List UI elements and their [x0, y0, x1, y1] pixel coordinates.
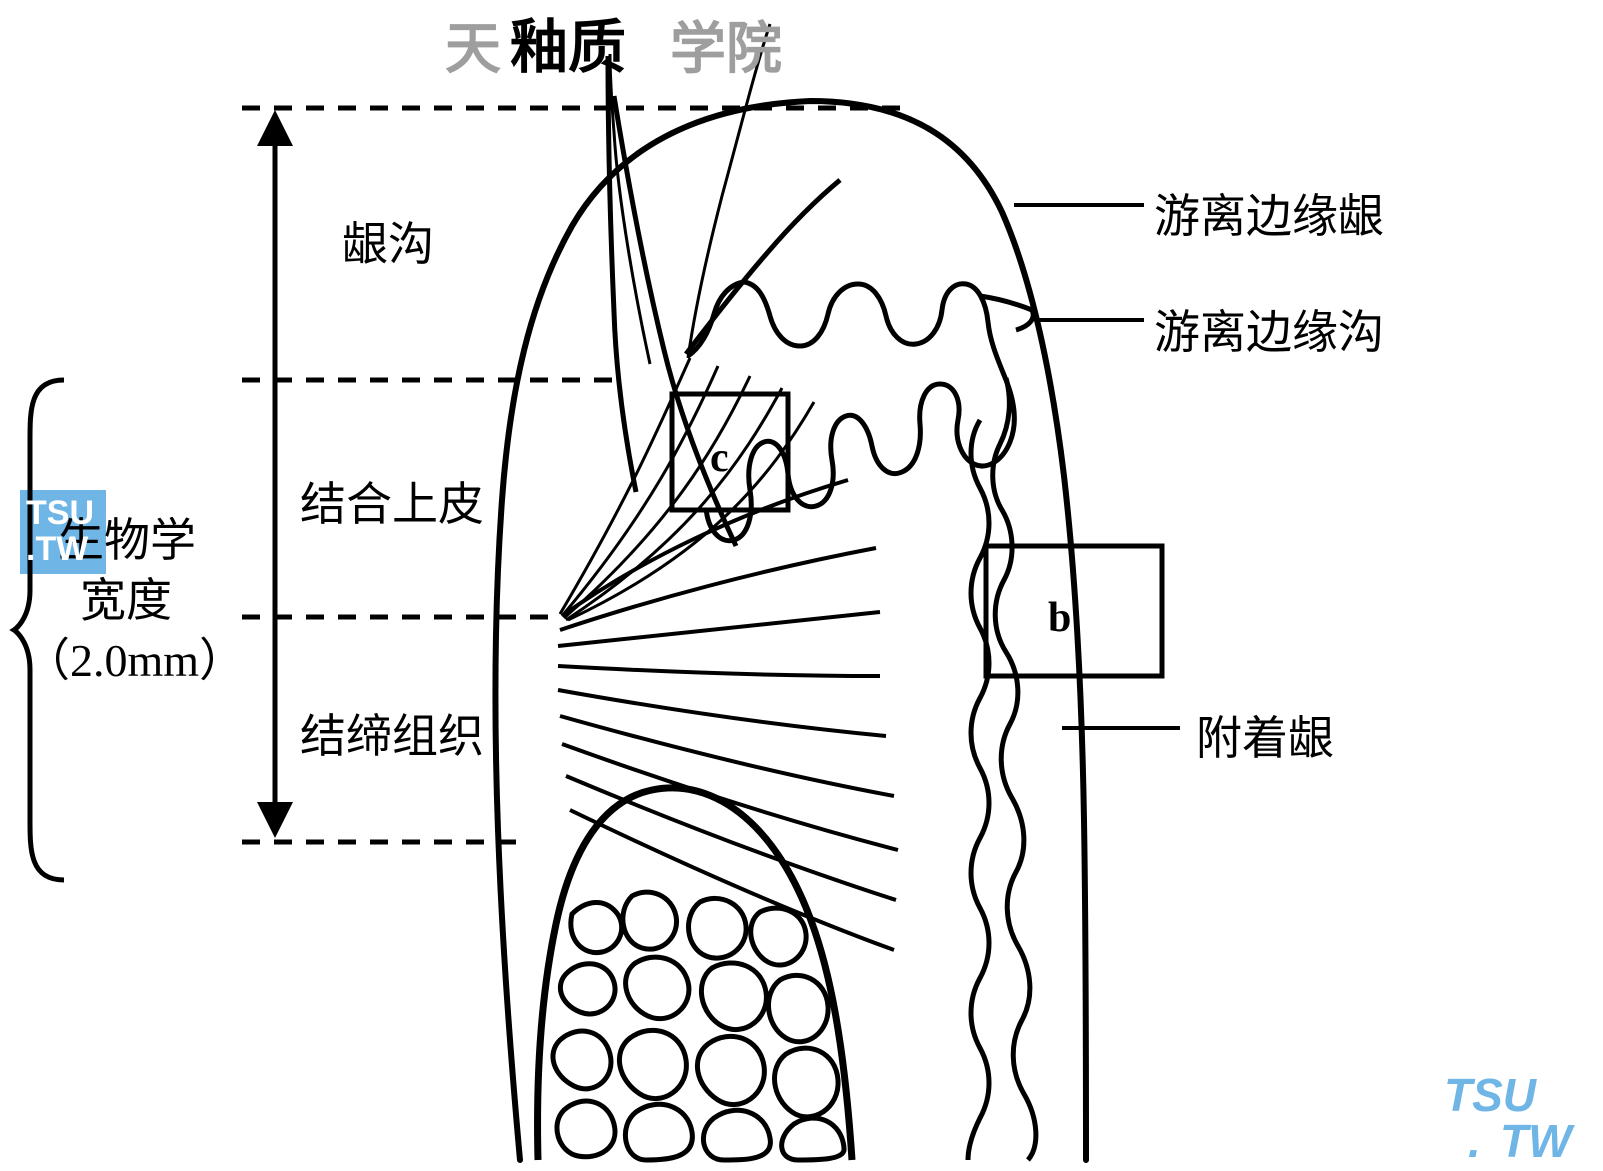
watermark-br-dot: . [1468, 1114, 1481, 1168]
right-label-2: 游离边缘沟 [1154, 296, 1384, 362]
right-label-1: 游离边缘龈 [1154, 180, 1384, 246]
zone-label-1: 龈沟 [342, 208, 434, 274]
title-mid-bold: 釉质 [510, 0, 626, 84]
title-left-gray: 天 [445, 4, 501, 85]
box-letter-b: b [1048, 594, 1071, 642]
right-label-3: 附着龈 [1196, 702, 1334, 768]
zone-label-2: 结合上皮 [300, 468, 484, 534]
zone-label-3: 结缔组织 [300, 700, 484, 766]
title-right-gray: 学院 [670, 4, 782, 85]
watermark-top-tsu: TSU [26, 494, 94, 533]
left-bracket-line2: 宽度 [80, 564, 172, 630]
watermark-br-tw: TW [1500, 1114, 1572, 1168]
box-letter-c: c [710, 434, 729, 482]
diagram-svg [0, 0, 1603, 1171]
watermark-top-tw: .TW [26, 530, 88, 569]
left-bracket-line3: （2.0mm） [24, 624, 245, 690]
